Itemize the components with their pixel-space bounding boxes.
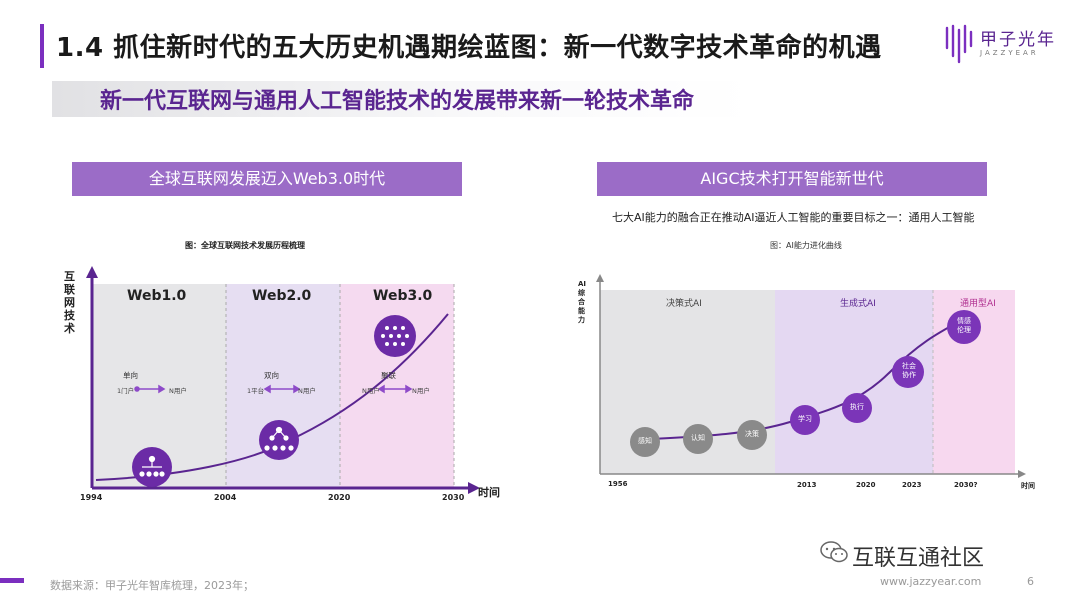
right-x-tick-1956: 1956 — [608, 480, 628, 488]
web1-node-icon — [132, 447, 172, 487]
ai-curve — [631, 319, 963, 441]
left-x-tick-2020: 2020 — [328, 493, 351, 502]
web-evolution-chart — [86, 266, 480, 494]
ability-node-social — [892, 356, 924, 388]
web2-mode: 双向 — [264, 371, 279, 380]
web3-node-icon — [374, 315, 416, 357]
web2-dst: N用户 — [298, 387, 316, 395]
logo-mark — [945, 24, 973, 64]
left-y-axis-label: 互联网技术 — [64, 270, 75, 335]
title-accent-bar — [40, 24, 44, 68]
era-web3-band — [340, 284, 454, 488]
right-y-axis-label: AI综合能力 — [578, 280, 587, 324]
logo-subtext: JAZZYEAR — [980, 49, 1039, 57]
page-subtitle: 新一代互联网与通用人工智能技术的发展带来新一轮技术革命 — [100, 89, 695, 114]
web1-dst: N用户 — [169, 387, 187, 395]
ability-execution-label: 执行 — [850, 403, 864, 411]
ability-social-label: 社会协作 — [902, 362, 916, 379]
logo-text: 甲子光年 — [980, 30, 1056, 50]
page-title: 1.4 抓住新时代的五大历史机遇期绘蓝图：新一代数字技术革命的机遇 — [56, 33, 882, 63]
wechat-icon — [820, 541, 848, 563]
footer-accent-bar — [0, 578, 24, 583]
left-figure-caption: 图：全球互联网技术发展历程梳理 — [185, 241, 305, 250]
era-web2-label: Web2.0 — [252, 288, 312, 304]
ability-node-execution — [842, 393, 872, 423]
ability-node-ethics — [947, 310, 981, 344]
phase-generative-label: 生成式AI — [840, 299, 876, 309]
left-x-tick-2030: 2030 — [442, 493, 465, 502]
ai-evolution-chart — [596, 274, 1026, 478]
ability-cognition-label: 认知 — [691, 434, 705, 442]
web1-src: 1门户 — [117, 387, 135, 395]
era-web1-label: Web1.0 — [127, 288, 187, 304]
ability-node-learning — [790, 405, 820, 435]
right-x-tick-2013: 2013 — [797, 481, 817, 489]
right-figure-caption: 图：AI能力进化曲线 — [770, 241, 842, 250]
left-x-tick-2004: 2004 — [214, 493, 237, 502]
y-axis-arrow — [86, 266, 98, 278]
footer-website[interactable]: www.jazzyear.com — [880, 575, 982, 588]
footer-source: 数据来源：甲子光年智库梳理，2023年； — [50, 579, 254, 592]
right-x-tick-2030: 2030? — [954, 481, 978, 489]
ability-node-cognition — [683, 424, 713, 454]
ability-learning-label: 学习 — [798, 415, 812, 423]
phase-decision-label: 决策式AI — [666, 299, 702, 309]
web3-src: N用户 — [362, 387, 380, 395]
ability-perception-label: 感知 — [638, 437, 652, 445]
era-web3-label: Web3.0 — [373, 288, 433, 304]
web3-dst: N用户 — [412, 387, 430, 395]
subtitle-background — [52, 81, 752, 117]
left-panel-header: 全球互联网发展迈入Web3.0时代 — [72, 162, 462, 196]
phase-general-label: 通用型AI — [960, 299, 996, 309]
web3-mode: 聚联 — [381, 371, 396, 380]
left-x-axis-label: 时间 — [478, 486, 500, 499]
right-x-tick-2023: 2023 — [902, 481, 922, 489]
web1-mode: 单向 — [123, 371, 138, 380]
x-axis-arrow — [468, 482, 480, 494]
ability-decision-label: 决策 — [745, 430, 759, 438]
ability-node-perception — [630, 427, 660, 457]
page-number: 6 — [1027, 575, 1034, 588]
ability-ethics-label: 情感伦理 — [957, 317, 971, 334]
wechat-account-name: 互联互通社区 — [852, 546, 985, 571]
right-x-tick-2020: 2020 — [856, 481, 876, 489]
right-panel-header: AIGC技术打开智能新世代 — [597, 162, 987, 196]
right-x-axis-label: 时间 — [1021, 482, 1035, 490]
left-x-tick-1994: 1994 — [80, 493, 103, 502]
web2-src: 1平台 — [247, 387, 265, 395]
right-description: 七大AI能力的融合正在推动AI逼近人工智能的重要目标之一：通用人工智能 — [612, 211, 975, 224]
web2-node-icon — [259, 420, 299, 460]
ability-node-decision — [737, 420, 767, 450]
